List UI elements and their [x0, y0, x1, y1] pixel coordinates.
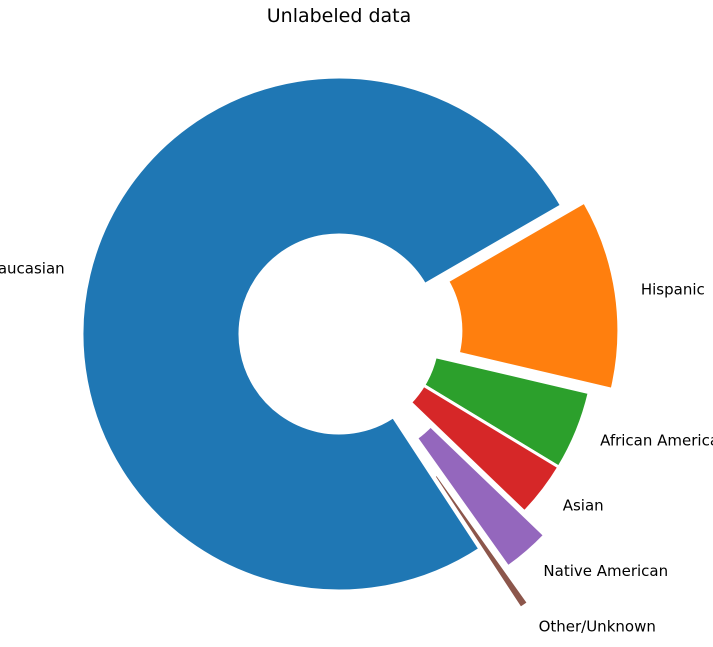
chart-title: Unlabeled data	[267, 5, 412, 27]
slice-caucasian	[80, 75, 564, 593]
pie-labels: Hispanic African American Asian Native Amer…	[0, 260, 713, 636]
label-asian: Asian	[563, 497, 604, 515]
slice-native-american	[415, 424, 547, 569]
slice-asian	[408, 383, 561, 514]
label-african-american: African American	[600, 432, 713, 450]
slice-hispanic	[446, 200, 621, 391]
label-native-american: Native American	[543, 562, 668, 580]
label-other-unknown: Other/Unknown	[539, 617, 656, 635]
label-hispanic: Hispanic	[641, 280, 705, 298]
pie-slices	[80, 75, 621, 610]
label-caucasian: Caucasian	[0, 260, 65, 278]
